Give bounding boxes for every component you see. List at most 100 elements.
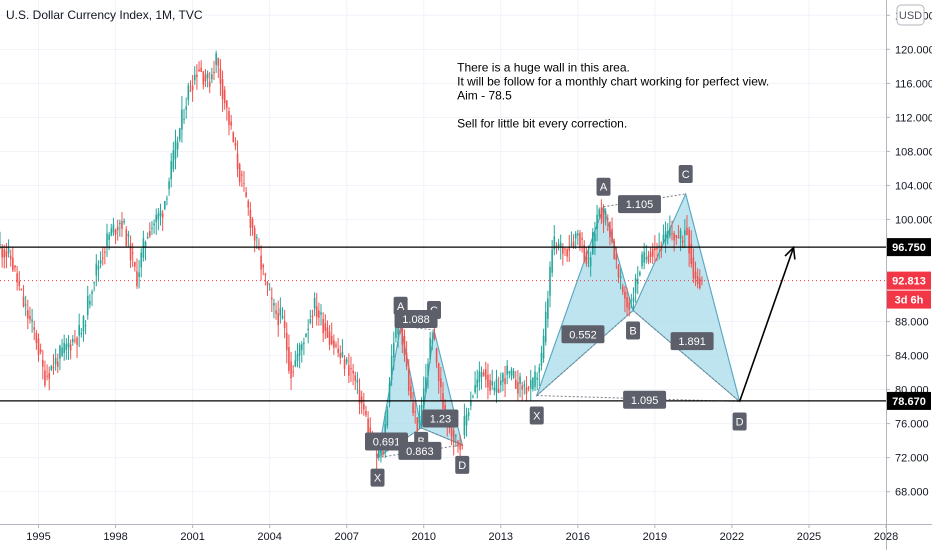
candle-299	[639, 270, 641, 277]
candle-143	[305, 332, 307, 338]
candle-228	[487, 363, 489, 400]
candle-103	[219, 59, 222, 96]
candle-182	[388, 377, 391, 408]
candle-88	[187, 82, 190, 106]
candle-body-136	[290, 361, 292, 379]
candle-297	[634, 273, 637, 303]
candle-body-187	[399, 330, 401, 332]
candle-body-129	[275, 310, 277, 314]
candle-body-170	[363, 403, 365, 410]
candle-body-205	[437, 363, 440, 382]
candle-body-107	[228, 111, 230, 125]
candle-body-8	[16, 273, 18, 283]
candle-101	[215, 50, 217, 73]
y-tick-label-76.000: 76.000	[895, 419, 929, 431]
candle-167	[356, 372, 359, 395]
level-tag-96.750: 96.750	[887, 238, 931, 257]
candle-314	[671, 220, 673, 241]
candle-body-171	[365, 410, 367, 416]
candle-22	[46, 364, 48, 381]
candle-body-163	[348, 365, 350, 376]
candle-52	[110, 223, 113, 237]
candle-body-50	[106, 233, 108, 246]
candle-298	[636, 266, 639, 295]
candle-272	[581, 231, 583, 253]
countdown-tag: 3d 6h	[887, 290, 931, 309]
candle-324	[692, 248, 695, 283]
candle-body-60	[127, 233, 130, 237]
candle-138	[294, 350, 297, 368]
candle-221	[472, 394, 474, 399]
candle-body-138	[294, 360, 297, 367]
candle-body-157	[335, 344, 337, 347]
candle-body-144	[307, 328, 309, 331]
candle-body-96	[204, 74, 207, 82]
candle-148	[315, 292, 318, 326]
candle-192	[410, 377, 412, 402]
x-tick-label-2007: 2007	[334, 531, 358, 543]
candle-4	[7, 239, 10, 258]
candle-body-309	[660, 245, 663, 251]
candle-194	[414, 400, 416, 424]
candle-body-31	[65, 344, 68, 351]
candle-body-104	[221, 79, 224, 100]
candle-body-73	[155, 214, 158, 223]
candle-body-28	[59, 345, 61, 359]
candle-body-289	[617, 265, 620, 277]
candle-273	[583, 240, 586, 264]
candle-303	[647, 250, 650, 265]
harmonic-right-ratio-2-bg	[561, 325, 605, 344]
candle-21	[44, 360, 46, 388]
candle-body-160	[341, 351, 344, 357]
candle-body-283	[604, 211, 607, 215]
candle-76	[161, 209, 164, 231]
annotation-line-2: It will be follow for a monthly chart wo…	[457, 74, 769, 88]
candle-body-146	[311, 315, 314, 318]
candle-body-252	[538, 367, 541, 373]
candle-47	[99, 251, 102, 269]
last-price-tag-bg	[887, 271, 931, 290]
candle-164	[350, 356, 352, 382]
candle-body-186	[397, 326, 399, 335]
candle-body-84	[178, 128, 181, 140]
candle-170	[363, 392, 365, 416]
candle-body-27	[56, 361, 59, 367]
candle-body-191	[407, 369, 410, 391]
candle-body-248	[529, 380, 532, 389]
candle-131	[279, 297, 282, 324]
candle-75	[159, 203, 162, 226]
candle-239	[510, 367, 513, 381]
candle-body-203	[433, 333, 436, 340]
harmonic-right-ratio-1-text: 1.105	[626, 199, 654, 211]
candle-body-204	[435, 348, 438, 363]
candle-95	[202, 71, 205, 90]
candle-213	[455, 433, 457, 448]
candle-body-75	[159, 210, 162, 217]
candle-68	[144, 240, 147, 261]
currency-badge[interactable]	[896, 4, 925, 26]
candle-60	[127, 230, 130, 247]
candle-body-287	[613, 241, 616, 260]
candle-11	[22, 284, 25, 308]
candle-160	[341, 339, 344, 358]
candle-body-58	[123, 220, 125, 223]
candle-49	[104, 246, 106, 265]
harmonic-right-point-X-text: X	[533, 411, 541, 423]
candle-body-319	[681, 240, 684, 243]
candle-body-276	[589, 257, 592, 267]
harmonic-right-ratio-4-bg	[623, 390, 667, 409]
candle-body-44	[93, 282, 95, 284]
candle-10	[20, 288, 23, 291]
candle-304	[649, 246, 652, 263]
candle-203	[433, 328, 436, 341]
candle-127	[270, 287, 273, 313]
candle-body-156	[333, 340, 335, 348]
candle-278	[594, 221, 596, 255]
candle-237	[506, 360, 509, 385]
candle-114	[243, 170, 245, 192]
y-tick-label-116.000: 116.000	[895, 78, 932, 90]
candle-276	[589, 251, 592, 277]
candle-302	[645, 245, 648, 264]
candle-144	[307, 319, 309, 344]
